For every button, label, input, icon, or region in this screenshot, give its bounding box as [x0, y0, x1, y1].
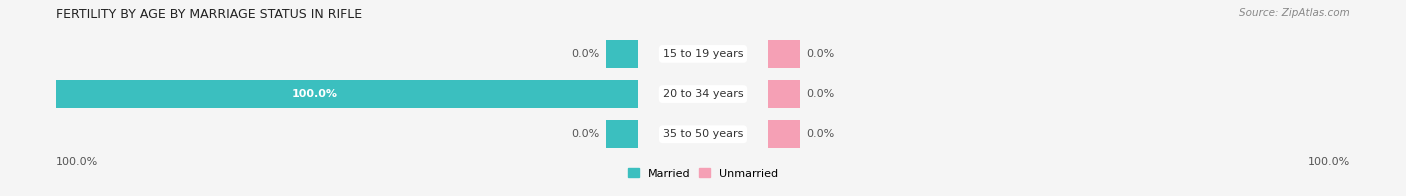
Text: 100.0%: 100.0%	[1308, 157, 1350, 167]
Text: 0.0%: 0.0%	[571, 129, 599, 139]
Text: 20 to 34 years: 20 to 34 years	[662, 89, 744, 99]
Text: 35 to 50 years: 35 to 50 years	[662, 129, 744, 139]
Text: 15 to 19 years: 15 to 19 years	[662, 49, 744, 59]
Text: 0.0%: 0.0%	[571, 49, 599, 59]
Bar	[606, 120, 638, 148]
Text: 0.0%: 0.0%	[807, 129, 835, 139]
Bar	[768, 120, 800, 148]
Bar	[606, 40, 638, 68]
Bar	[0, 80, 638, 108]
Text: 0.0%: 0.0%	[807, 49, 835, 59]
Text: 0.0%: 0.0%	[807, 89, 835, 99]
Legend: Married, Unmarried: Married, Unmarried	[627, 168, 779, 179]
Text: FERTILITY BY AGE BY MARRIAGE STATUS IN RIFLE: FERTILITY BY AGE BY MARRIAGE STATUS IN R…	[56, 8, 363, 21]
Text: 100.0%: 100.0%	[56, 157, 98, 167]
Bar	[768, 80, 800, 108]
Text: 100.0%: 100.0%	[292, 89, 337, 99]
Bar	[768, 40, 800, 68]
Text: Source: ZipAtlas.com: Source: ZipAtlas.com	[1239, 8, 1350, 18]
